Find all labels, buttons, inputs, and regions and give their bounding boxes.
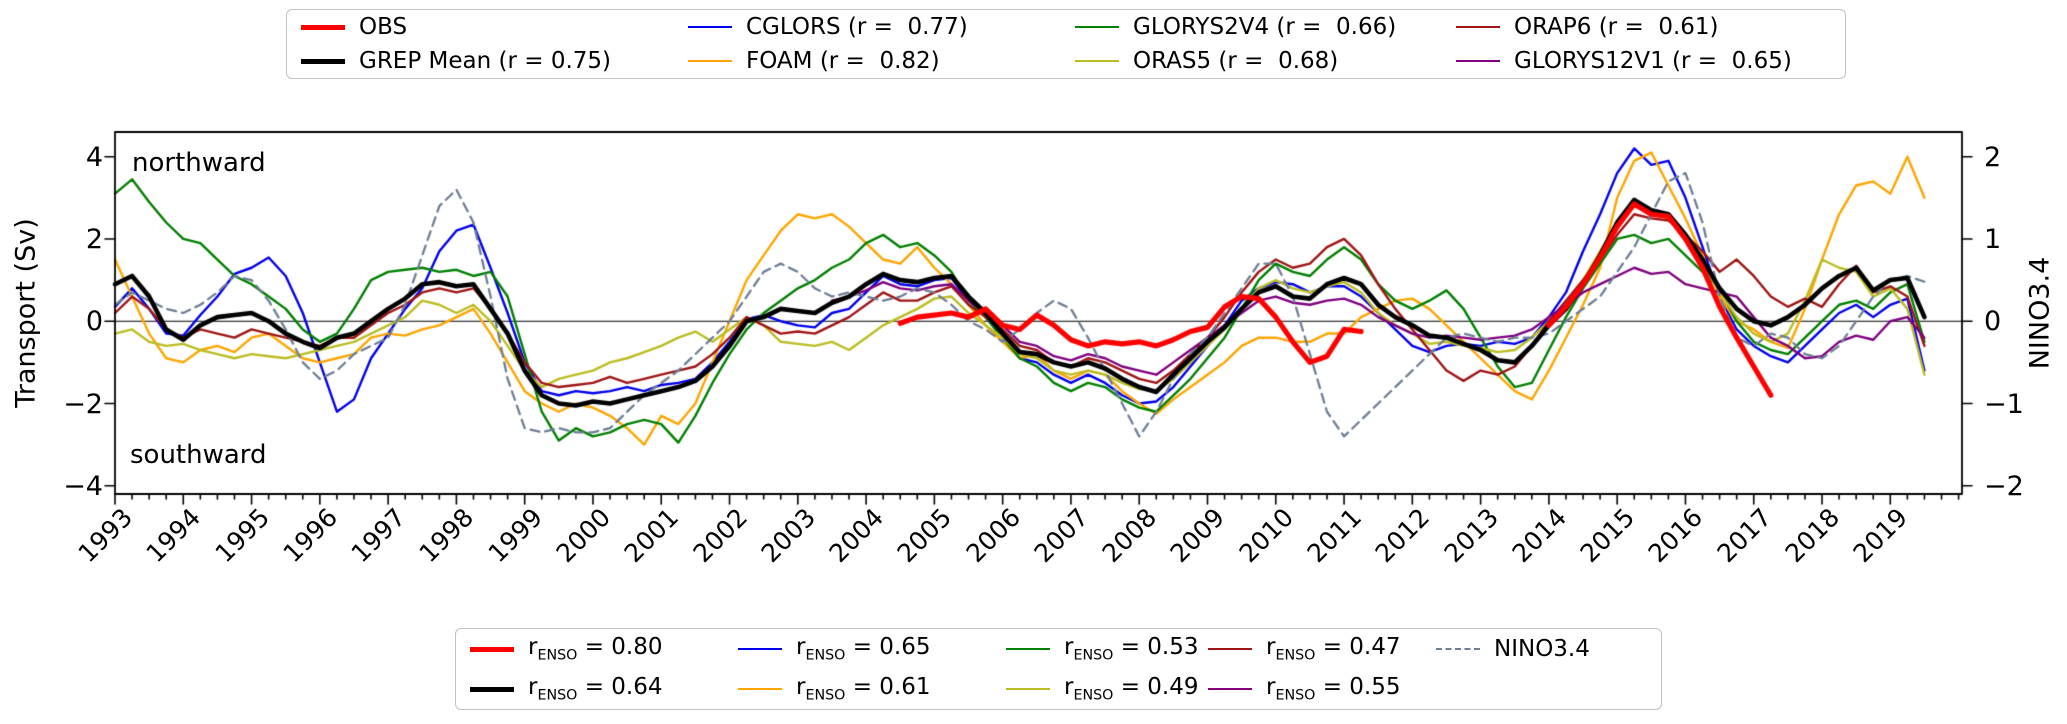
legend-line-swatch — [301, 58, 345, 64]
legend-line-swatch — [470, 646, 514, 652]
legend-entry-label: GREP Mean (r = 0.75) — [359, 47, 612, 74]
legend-column: NINO3.4 — [1436, 633, 1590, 713]
legend-entry-label: rENSO = 0.47 — [1266, 633, 1401, 664]
y-left-tick-label: −4 — [63, 470, 103, 502]
y-left-tick-label: 0 — [85, 306, 103, 338]
legend-entry: CGLORS (r = 0.77) — [688, 11, 968, 43]
legend-line-swatch — [470, 686, 514, 692]
legend-entry-label: ORAS5 (r = 0.68) — [1133, 47, 1339, 74]
legend-entry: GLORYS2V4 (r = 0.66) — [1075, 11, 1396, 43]
legend-line-swatch — [1075, 60, 1119, 62]
legend-entry: rENSO = 0.80 — [470, 633, 663, 665]
legend-entry: ORAP6 (r = 0.61) — [1456, 11, 1792, 43]
y-right-tick-label: 1 — [1984, 223, 2002, 255]
legend-entry-label: rENSO = 0.80 — [528, 633, 663, 664]
legend-line-swatch — [1006, 648, 1050, 650]
legend-column: rENSO = 0.53 rENSO = 0.49 — [1006, 629, 1199, 709]
left-axis-title: Transport (Sv) — [10, 218, 42, 408]
legend-line-swatch — [688, 26, 732, 28]
legend-entry: rENSO = 0.64 — [470, 673, 663, 705]
legend-entry: rENSO = 0.47 — [1208, 633, 1401, 665]
legend-column: OBS GREP Mean (r = 0.75) — [301, 10, 611, 78]
y-left-tick-label: −2 — [63, 388, 103, 420]
legend-line-swatch — [738, 648, 782, 650]
legend-column: rENSO = 0.47 rENSO = 0.55 — [1208, 629, 1401, 709]
legend-entry-label: rENSO = 0.65 — [796, 633, 931, 664]
legend-entry-label: OBS — [359, 13, 408, 40]
legend-line-swatch — [738, 688, 782, 690]
legend-entry-label: FOAM (r = 0.82) — [746, 47, 940, 74]
y-right-tick-label: 0 — [1984, 306, 2002, 338]
legend-column: rENSO = 0.65 rENSO = 0.61 — [738, 629, 931, 709]
legend-entry-label: GLORYS12V1 (r = 0.65) — [1514, 47, 1792, 74]
legend-bottom: rENSO = 0.80 rENSO = 0.64 rENSO = 0.65 rENS… — [455, 628, 1662, 710]
y-right-tick-label: 2 — [1984, 141, 2002, 173]
legend-entry: FOAM (r = 0.82) — [688, 45, 968, 77]
right-axis-title: NINO3.4 — [2024, 256, 2056, 370]
legend-line-swatch — [1456, 60, 1500, 62]
legend-column: ORAP6 (r = 0.61) GLORYS12V1 (r = 0.65) — [1456, 10, 1792, 78]
legend-line-swatch — [688, 60, 732, 62]
y-right-tick-label: −1 — [1984, 388, 2024, 420]
legend-entry: rENSO = 0.65 — [738, 633, 931, 665]
legend-entry-label: rENSO = 0.64 — [528, 673, 663, 704]
legend-column: CGLORS (r = 0.77) FOAM (r = 0.82) — [688, 10, 968, 78]
legend-column: rENSO = 0.80 rENSO = 0.64 — [470, 629, 663, 709]
legend-entry: rENSO = 0.55 — [1208, 673, 1401, 705]
legend-line-swatch — [1208, 688, 1252, 690]
legend-line-swatch — [1006, 688, 1050, 690]
legend-entry: NINO3.4 — [1436, 633, 1590, 665]
legend-line-swatch — [1075, 26, 1119, 28]
legend-line-swatch — [1456, 26, 1500, 28]
legend-top: OBS GREP Mean (r = 0.75) CGLORS (r = 0.77)… — [286, 9, 1846, 79]
annotation-southward: southward — [130, 440, 267, 470]
annotation-northward: northward — [132, 148, 266, 178]
legend-entry-label: rENSO = 0.53 — [1064, 633, 1199, 664]
legend-entry-label: NINO3.4 — [1494, 635, 1590, 662]
legend-line-swatch — [1436, 648, 1480, 650]
y-right-tick-label: −2 — [1984, 470, 2024, 502]
legend-entry-label: rENSO = 0.55 — [1266, 673, 1401, 704]
y-left-tick-label: 4 — [85, 141, 103, 173]
legend-entry: GLORYS12V1 (r = 0.65) — [1456, 45, 1792, 77]
legend-entry: rENSO = 0.49 — [1006, 673, 1199, 705]
legend-entry-label: rENSO = 0.61 — [796, 673, 931, 704]
legend-entry: rENSO = 0.61 — [738, 673, 931, 705]
legend-entry-label: GLORYS2V4 (r = 0.66) — [1133, 13, 1397, 40]
legend-line-swatch — [301, 24, 345, 30]
legend-entry-label: rENSO = 0.49 — [1064, 673, 1199, 704]
legend-entry: ORAS5 (r = 0.68) — [1075, 45, 1396, 77]
legend-column: GLORYS2V4 (r = 0.66) ORAS5 (r = 0.68) — [1075, 10, 1396, 78]
legend-entry: OBS — [301, 11, 611, 43]
legend-entry-label: CGLORS (r = 0.77) — [746, 13, 968, 40]
y-left-tick-label: 2 — [85, 223, 103, 255]
legend-entry: GREP Mean (r = 0.75) — [301, 45, 611, 77]
legend-line-swatch — [1208, 648, 1252, 650]
legend-entry-label: ORAP6 (r = 0.61) — [1514, 13, 1719, 40]
legend-entry: rENSO = 0.53 — [1006, 633, 1199, 665]
